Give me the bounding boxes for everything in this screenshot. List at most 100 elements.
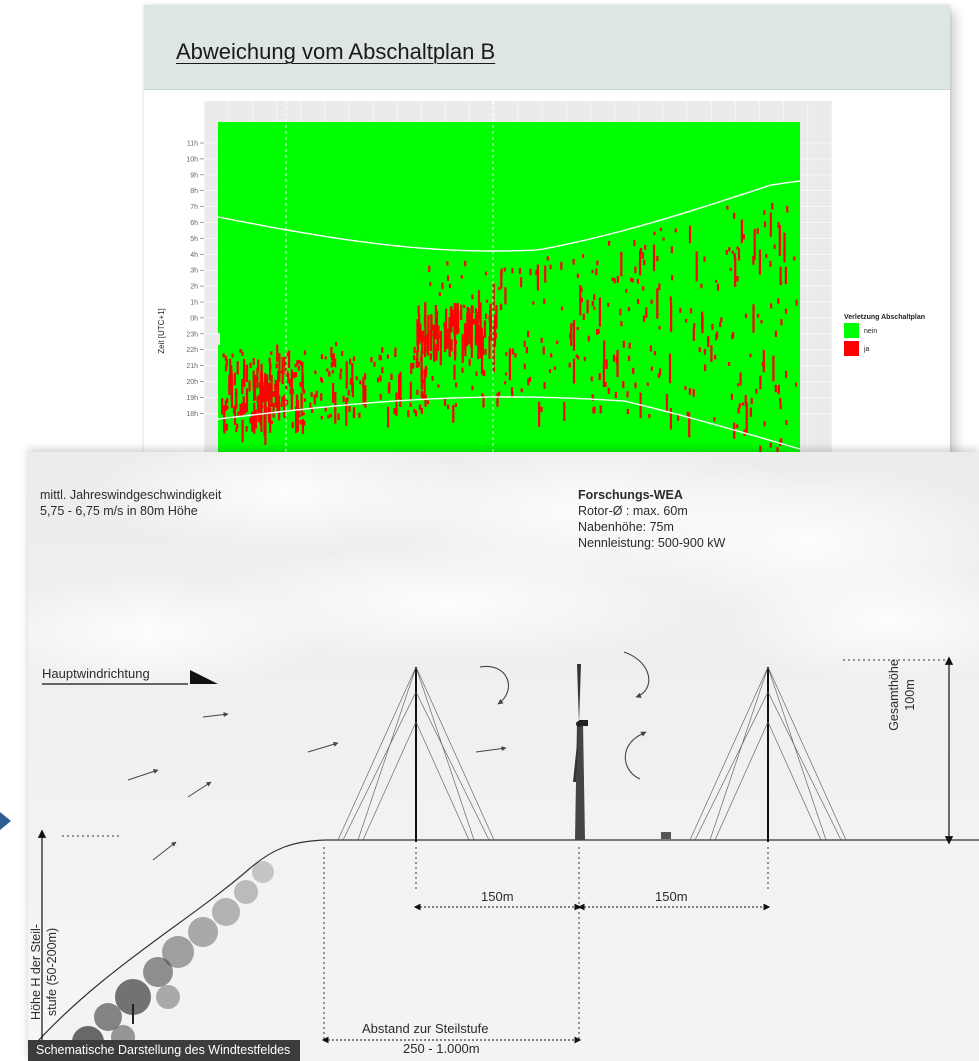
main-wind-direction-label: Hauptwindrichtung (42, 666, 150, 681)
violation-mark (276, 386, 279, 413)
main-wind-direction-icon (190, 670, 218, 684)
violation-mark (532, 301, 535, 305)
violation-mark (429, 282, 432, 286)
violation-mark (688, 412, 691, 438)
violation-mark (418, 329, 421, 345)
violation-mark (268, 398, 271, 423)
violation-mark (553, 366, 556, 370)
violation-mark (296, 410, 299, 418)
violation-mark (241, 379, 244, 395)
diagram-caption: Schematische Darstellung des Windtestfel… (28, 1040, 301, 1061)
violation-mark (569, 333, 572, 339)
violation-mark (576, 273, 579, 278)
violation-mark (225, 423, 228, 431)
violation-mark (345, 361, 348, 389)
violation-mark (251, 411, 254, 432)
violation-mark (508, 348, 511, 381)
violation-mark (419, 323, 422, 343)
violation-mark (409, 381, 412, 401)
violation-mark (777, 387, 780, 395)
violation-mark (620, 321, 623, 327)
violation-mark (224, 400, 227, 411)
violation-mark (596, 260, 599, 266)
violation-mark (341, 351, 344, 356)
violation-mark (477, 290, 481, 320)
violation-mark (426, 400, 430, 405)
violation-mark (715, 279, 718, 283)
violation-mark (642, 286, 645, 291)
violation-mark (778, 225, 781, 256)
violation-mark (503, 381, 507, 385)
violation-mark (669, 296, 672, 302)
violation-mark (420, 357, 423, 361)
violation-mark (716, 331, 719, 338)
violation-mark (285, 385, 288, 390)
violation-mark (269, 407, 272, 433)
measurement-mast-2 (689, 666, 847, 842)
violation-mark (608, 240, 611, 246)
violation-mark (297, 414, 301, 418)
wind-speed-label: mittl. Jahreswindgeschwindigkeit (40, 488, 222, 502)
violation-mark (446, 261, 449, 266)
violation-mark (544, 265, 547, 283)
violation-mark (330, 346, 333, 357)
violation-mark (480, 327, 483, 338)
violation-mark (474, 308, 478, 314)
violation-mark (633, 240, 636, 246)
violation-mark (728, 247, 731, 252)
violation-mark (523, 363, 526, 370)
violation-mark (698, 347, 701, 353)
violation-mark (393, 408, 396, 415)
violation-mark (329, 413, 332, 418)
violation-mark (538, 401, 541, 427)
violation-mark (430, 314, 433, 337)
violation-mark (549, 264, 552, 270)
violation-mark (464, 260, 467, 267)
violation-mark (310, 392, 313, 397)
violation-mark (447, 404, 450, 410)
violation-mark (785, 420, 788, 425)
violation-mark (656, 288, 659, 319)
violation-marks (221, 203, 798, 467)
wea-rotor: Rotor-Ø : max. 60m (578, 504, 688, 518)
violation-mark (277, 370, 280, 397)
violation-mark (744, 313, 748, 318)
violation-mark (379, 393, 382, 400)
violation-mark (670, 301, 673, 332)
violation-mark (446, 328, 449, 349)
violation-mark (241, 402, 244, 416)
violation-mark (320, 415, 323, 420)
violation-mark (413, 408, 416, 413)
violation-mark (235, 388, 238, 410)
violation-mark (784, 308, 788, 314)
violation-mark (479, 302, 482, 336)
violation-mark (511, 348, 514, 355)
violation-mark (450, 306, 453, 333)
violation-mark (315, 390, 318, 398)
violation-mark (684, 386, 687, 390)
trees (72, 861, 274, 1061)
violation-mark (266, 374, 269, 402)
violation-mark (763, 221, 767, 228)
violation-mark (331, 355, 334, 361)
violation-mark (688, 388, 691, 395)
violation-mark (611, 277, 614, 281)
violation-mark (346, 397, 349, 402)
violation-mark (658, 283, 661, 291)
violation-mark (710, 345, 713, 362)
violation-mark (395, 392, 398, 416)
violation-mark (454, 403, 457, 407)
violation-mark (278, 395, 281, 421)
violation-mark (252, 358, 255, 365)
distance-label-1: 150m (481, 889, 514, 904)
violation-mark (410, 363, 413, 374)
sky-clouds (28, 452, 979, 692)
violation-mark (362, 376, 365, 406)
violation-mark (274, 383, 277, 391)
violation-mark (656, 256, 659, 262)
violation-mark (546, 256, 549, 261)
violation-mark (485, 313, 488, 319)
violation-mark (591, 394, 594, 401)
upper-boundary-line (217, 180, 801, 252)
violation-mark (302, 412, 305, 416)
